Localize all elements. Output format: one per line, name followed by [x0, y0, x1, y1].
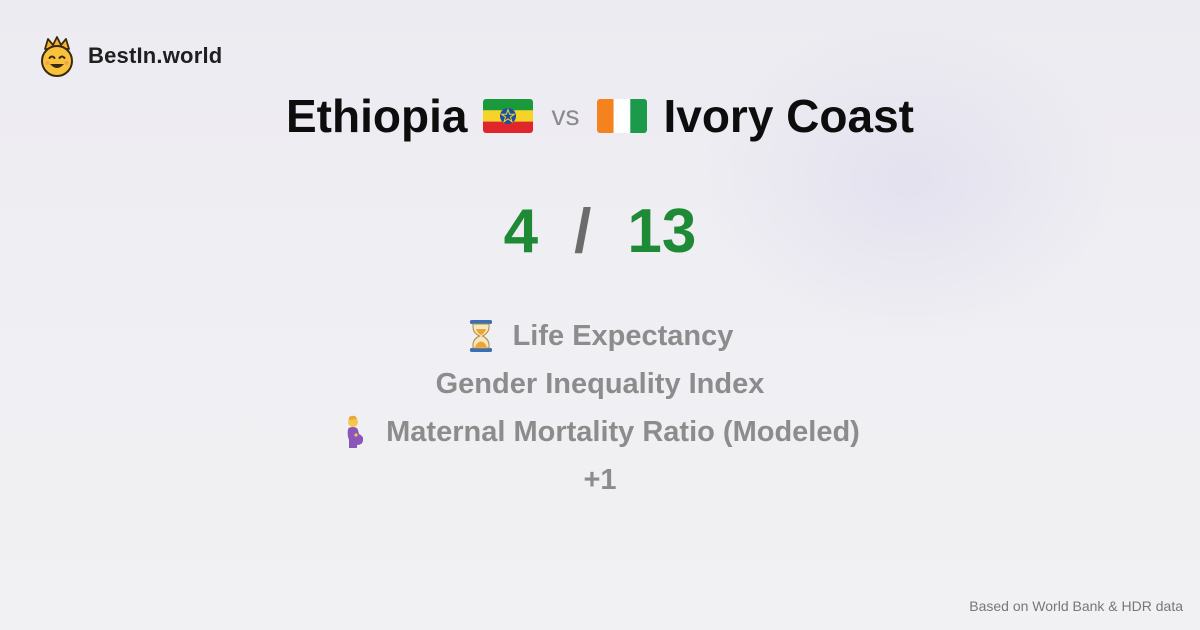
pregnant-woman-icon [347, 415, 364, 448]
metric-list: Life Expectancy Gender Inequality Index … [0, 312, 1200, 504]
ethiopia-flag-icon [483, 99, 534, 133]
metric-item: Gender Inequality Index [436, 360, 765, 408]
ivory-coast-flag-icon [597, 99, 648, 133]
hourglass-icon [469, 320, 492, 352]
background-glow [700, 20, 1120, 340]
right-country-name: Ivory Coast [663, 90, 914, 142]
more-metrics-count: +1 [583, 463, 617, 496]
metric-item: +1 [583, 456, 616, 504]
score-separator: / [574, 197, 592, 266]
brand[interactable]: BestIn.world [38, 35, 222, 77]
metric-label: Maternal Mortality Ratio (Modeled) [386, 415, 860, 448]
smiling-crown-face-icon [41, 36, 73, 77]
vs-label: vs [551, 100, 580, 131]
comparison-title: Ethiopia vs Ivory Coast [0, 86, 1200, 146]
left-score: 4 [503, 197, 539, 266]
metric-label: Life Expectancy [512, 319, 734, 352]
metric-label: Gender Inequality Index [435, 367, 765, 400]
data-source-note: Based on World Bank & HDR data [969, 598, 1183, 614]
left-country-name: Ethiopia [286, 90, 468, 142]
metric-item: Life Expectancy [467, 312, 734, 360]
metric-item: Maternal Mortality Ratio (Modeled) [340, 408, 860, 456]
score: 4 / 13 [0, 196, 1200, 268]
right-score: 13 [627, 197, 697, 266]
brand-name: BestIn.world [88, 43, 223, 68]
